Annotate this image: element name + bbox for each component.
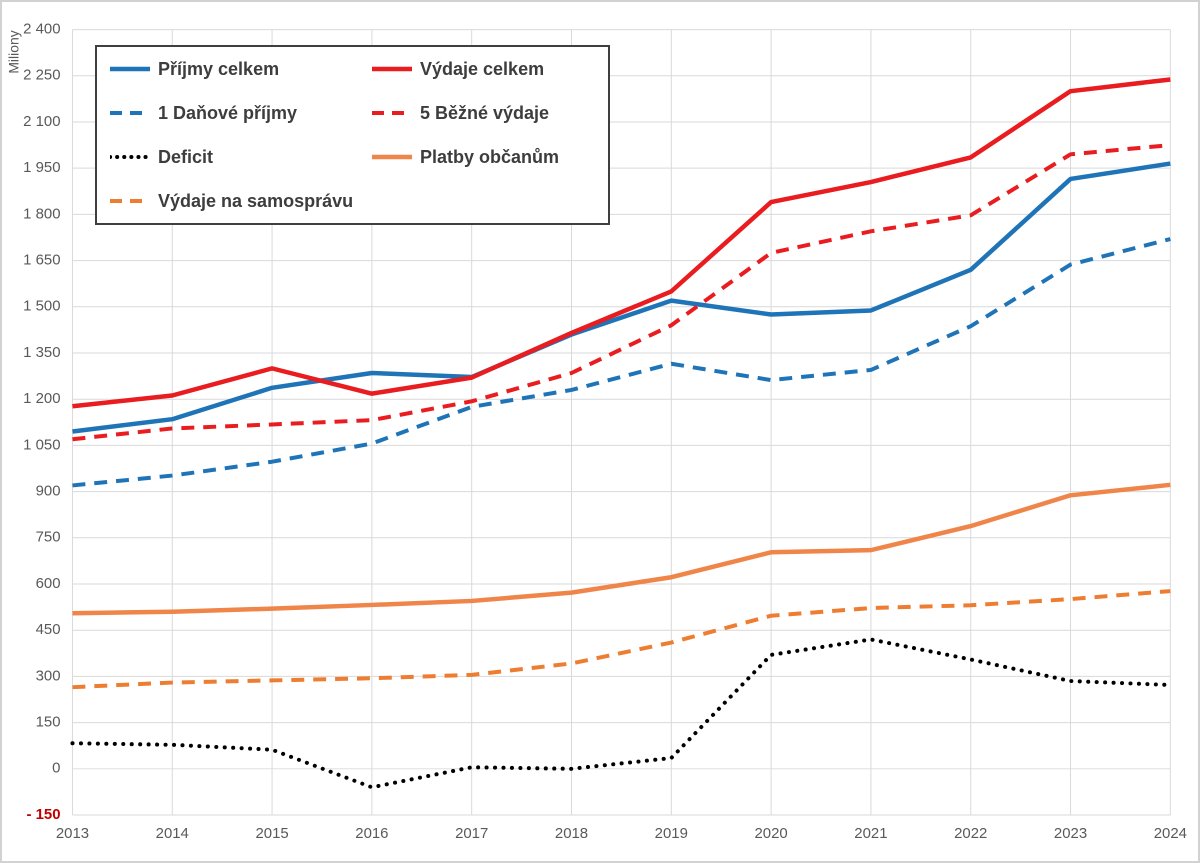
- y-tick-label: 450: [36, 621, 61, 638]
- series-line-vydaje-na-samospravu: [72, 589, 1171, 690]
- line-swatch-platby-obcanum: [372, 154, 412, 160]
- series-lines: [70, 77, 1173, 790]
- legend-item-deficit: Deficit: [110, 135, 372, 179]
- y-tick-label: 1 650: [23, 252, 60, 269]
- legend-label-platby-obcanum: Platby občanům: [420, 146, 560, 167]
- legend-label-prijmy-celkem: Příjmy celkem: [158, 58, 280, 79]
- axis-labels: - 150 0 150 300 450 600 750 900 1 050 1 200 1 350 1…: [23, 21, 1187, 843]
- y-tick-label: 600: [36, 575, 61, 592]
- x-tick-label: 2024: [1154, 825, 1187, 842]
- legend-item-platby-obcanum: Platby občanům: [372, 135, 608, 179]
- series-line-vydaje-celkem: [72, 77, 1171, 409]
- y-tick-label: 1 800: [23, 205, 60, 222]
- y-tick-label: 1 350: [23, 344, 60, 361]
- y-tick-label: 2 250: [23, 67, 60, 84]
- gridlines: [71, 29, 1171, 816]
- line-swatch-deficit: [110, 155, 150, 159]
- x-tick-label: 2017: [455, 825, 488, 842]
- x-tick-label: 2015: [255, 825, 288, 842]
- y-tick-label: 150: [36, 714, 61, 731]
- x-tick-label: 2023: [1054, 825, 1087, 842]
- legend-label-bezne-vydaje: 5 Běžné výdaje: [420, 102, 550, 123]
- legend-item-prijmy-celkem: Příjmy celkem: [110, 47, 372, 91]
- x-tick-label: 2018: [555, 825, 588, 842]
- chart-legend: Příjmy celkem 1 Daňové příjmy Deficit Vý…: [95, 45, 610, 225]
- line-swatch-vydaje-na-samospravu: [110, 199, 150, 203]
- legend-label-danove-prijmy: 1 Daňové příjmy: [158, 102, 298, 123]
- line-swatch-prijmy-celkem: [110, 66, 150, 72]
- legend-column-2: Výdaje celkem 5 Běžné výdaje Platby obča…: [372, 47, 608, 223]
- series-line-deficit: [70, 637, 1173, 790]
- series-line-platby-obcanum: [72, 482, 1171, 616]
- legend-item-bezne-vydaje: 5 Běžné výdaje: [372, 91, 608, 135]
- legend-item-vydaje-celkem: Výdaje celkem: [372, 47, 608, 91]
- x-tick-label: 2016: [355, 825, 388, 842]
- y-tick-label: 1 950: [23, 159, 60, 176]
- x-tick-label: 2021: [854, 825, 887, 842]
- line-swatch-danove-prijmy: [110, 111, 150, 115]
- series-line-prijmy-celkem: [72, 161, 1171, 434]
- legend-item-vydaje-na-samospravu: Výdaje na samosprávu: [110, 179, 372, 223]
- x-tick-label: 2022: [954, 825, 987, 842]
- line-swatch-bezne-vydaje: [372, 111, 412, 115]
- y-axis-title: Miliony: [6, 30, 22, 73]
- y-tick-label: 300: [36, 667, 61, 684]
- y-tick-label: 2 400: [23, 21, 60, 38]
- y-tick-label: - 150: [26, 806, 60, 823]
- y-tick-label: 1 200: [23, 390, 60, 407]
- y-tick-label: 750: [36, 529, 61, 546]
- legend-label-deficit: Deficit: [158, 146, 214, 167]
- y-tick-label: 1 500: [23, 298, 60, 315]
- series-line-bezne-vydaje: [72, 143, 1171, 442]
- x-tick-label: 2014: [156, 825, 189, 842]
- line-swatch-vydaje-celkem: [372, 66, 412, 72]
- y-tick-label: 1 050: [23, 436, 60, 453]
- x-tick-label: 2013: [56, 825, 89, 842]
- legend-label-vydaje-celkem: Výdaje celkem: [420, 58, 545, 79]
- legend-column-1: Příjmy celkem 1 Daňové příjmy Deficit Vý…: [97, 47, 372, 223]
- y-tick-label: 900: [36, 483, 61, 500]
- y-tick-label: 2 100: [23, 113, 60, 130]
- x-tick-label: 2020: [755, 825, 788, 842]
- series-line-danove-prijmy: [72, 237, 1171, 488]
- y-tick-label: 0: [52, 760, 60, 777]
- x-tick-label: 2019: [655, 825, 688, 842]
- legend-label-vydaje-na-samospravu: Výdaje na samosprávu: [158, 190, 354, 211]
- legend-item-danove-prijmy: 1 Daňové příjmy: [110, 91, 372, 135]
